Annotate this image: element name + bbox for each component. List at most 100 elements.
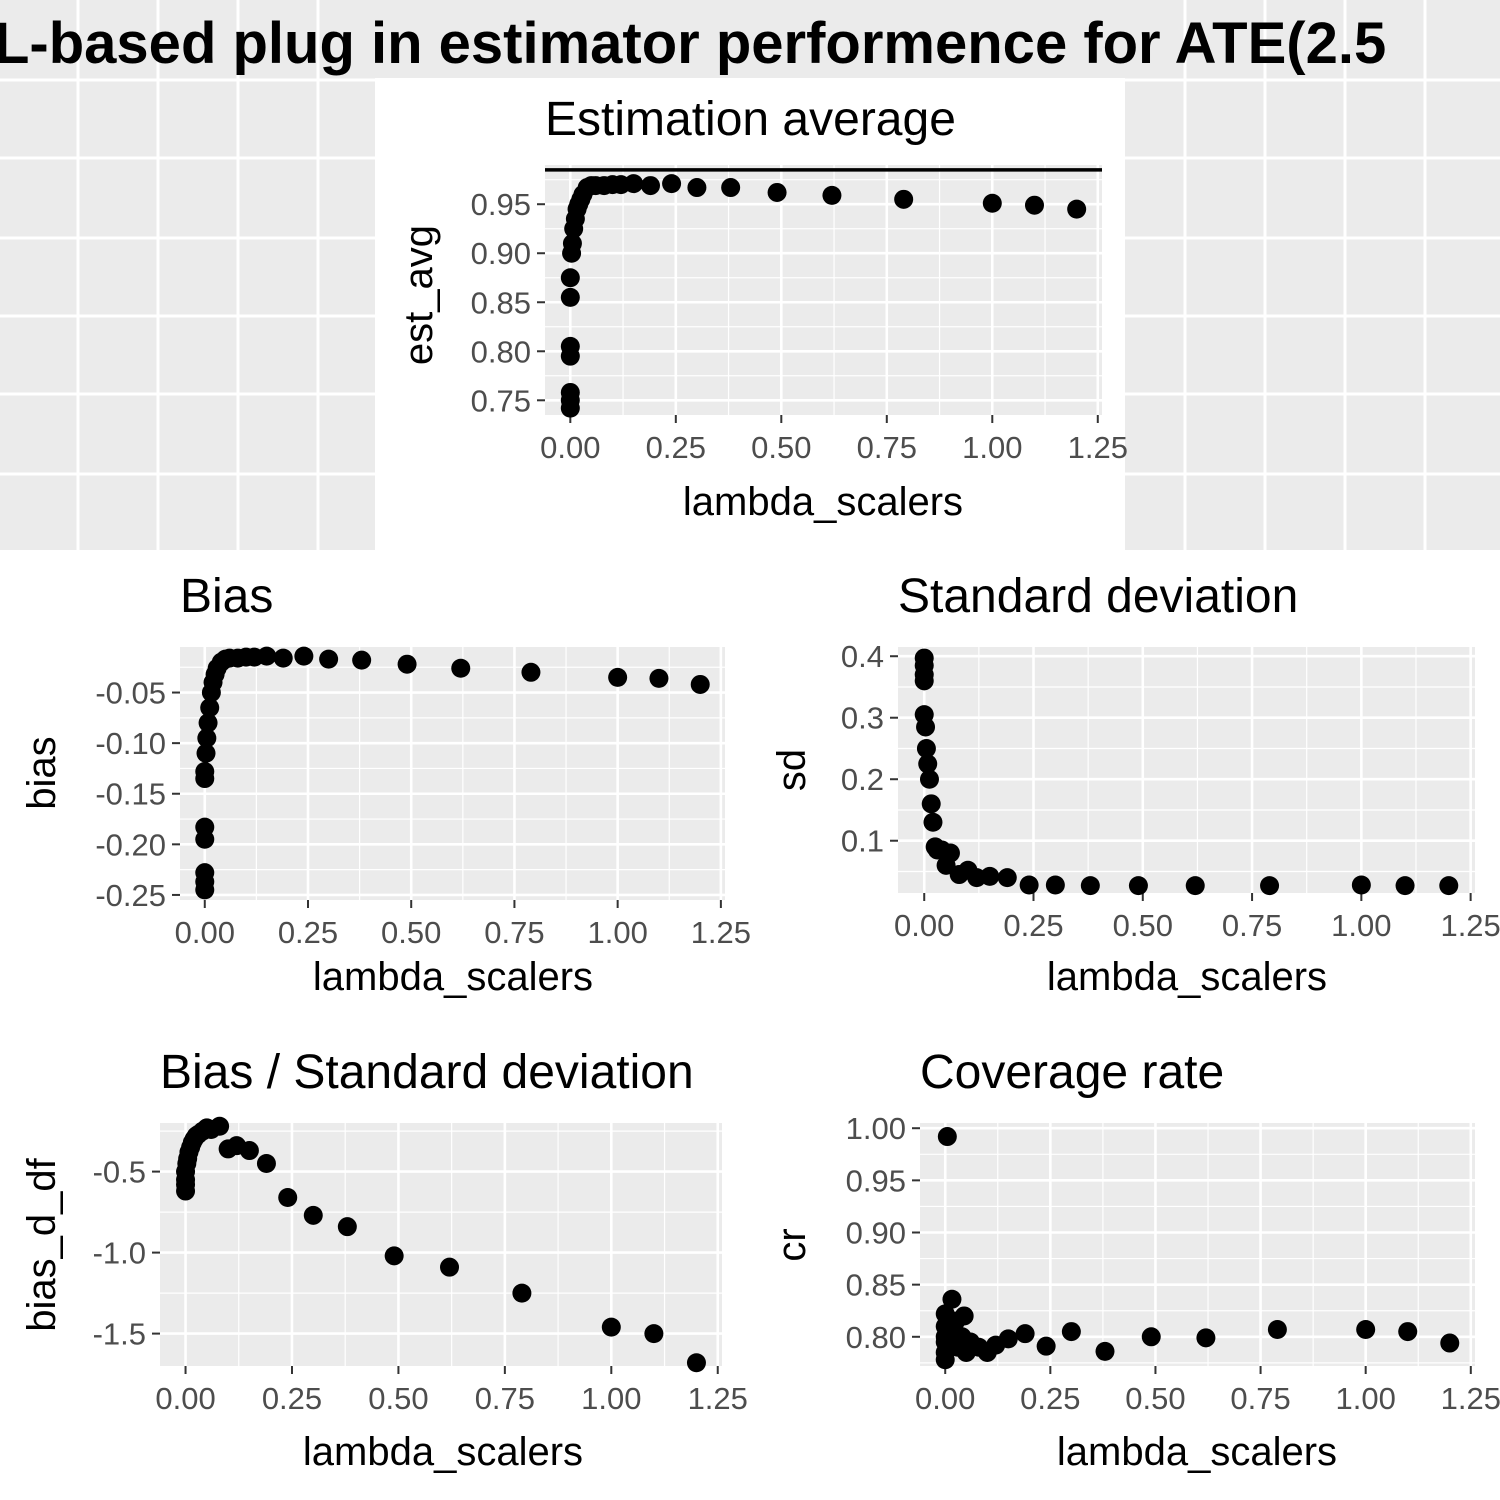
data-point bbox=[560, 382, 580, 402]
data-point bbox=[1356, 1319, 1376, 1339]
data-point bbox=[560, 287, 580, 307]
data-point bbox=[1395, 876, 1415, 896]
data-point bbox=[624, 174, 644, 194]
panel-background bbox=[180, 647, 725, 900]
y-tick-label: 0.1 bbox=[841, 824, 884, 859]
x-tick-label: 0.75 bbox=[484, 915, 544, 950]
data-point bbox=[195, 817, 215, 837]
data-point bbox=[1015, 1324, 1035, 1344]
data-point bbox=[1067, 199, 1087, 219]
x-tick-label: 0.25 bbox=[262, 1381, 322, 1416]
panel-title: Estimation average bbox=[545, 93, 956, 146]
x-tick-label: 0.25 bbox=[1020, 1381, 1080, 1416]
data-point bbox=[1045, 875, 1065, 895]
panel-clip-group: 0.00 0.25 0.50 0.75 1.00 1.25 -0.05 -0.10 -0.15 -… bbox=[20, 570, 750, 999]
panel-title: Bias bbox=[180, 570, 273, 623]
figure-title: L-based plug in estimator performence fo… bbox=[0, 0, 1500, 80]
data-point bbox=[210, 1116, 230, 1136]
data-point bbox=[686, 1353, 706, 1373]
x-tick-label: 1.00 bbox=[1331, 908, 1391, 943]
data-point bbox=[560, 336, 580, 356]
data-point bbox=[942, 1289, 962, 1309]
panel-title: Coverage rate bbox=[920, 1046, 1224, 1099]
data-point bbox=[1196, 1328, 1216, 1348]
data-point bbox=[687, 178, 707, 198]
y-tick-label: 0.85 bbox=[846, 1268, 906, 1303]
data-point bbox=[294, 646, 314, 666]
data-point bbox=[1095, 1341, 1115, 1361]
data-point bbox=[997, 868, 1017, 888]
data-point bbox=[440, 1257, 460, 1277]
x-tick-label: 0.00 bbox=[175, 915, 235, 950]
x-tick-label: 0.00 bbox=[894, 908, 954, 943]
x-tick-label: 1.25 bbox=[1441, 1381, 1500, 1416]
y-tick-label: 0.75 bbox=[471, 383, 531, 418]
y-axis-label: bias bbox=[20, 736, 64, 809]
data-point bbox=[1024, 195, 1044, 215]
panel-background bbox=[160, 1123, 722, 1366]
y-tick-label: 0.95 bbox=[846, 1163, 906, 1198]
x-tick-label: 0.50 bbox=[368, 1381, 428, 1416]
y-tick-label: 0.2 bbox=[841, 762, 884, 797]
x-tick-label: 0.75 bbox=[475, 1381, 535, 1416]
y-tick-label: -1.0 bbox=[93, 1236, 146, 1271]
data-point bbox=[919, 769, 939, 789]
data-point bbox=[980, 866, 1000, 886]
x-tick-label: 0.75 bbox=[857, 430, 917, 465]
x-tick-label: 1.25 bbox=[688, 1381, 748, 1416]
panel-clip-group: 0.00 0.25 0.50 0.75 1.00 1.25 1.00 0.95 0.90 0.85… bbox=[770, 1046, 1500, 1474]
top-background bbox=[0, 0, 1500, 550]
panel-standard-deviation: 0.00 0.25 0.50 0.75 1.00 1.25 0.4 0.3 0.2 0.1 Stan… bbox=[770, 570, 1500, 999]
data-point bbox=[273, 648, 293, 668]
x-axis-label: lambda_scalers bbox=[303, 1430, 583, 1474]
data-point bbox=[521, 662, 541, 682]
y-tick-label: 1.00 bbox=[846, 1111, 906, 1146]
y-tick-label: 0.90 bbox=[846, 1216, 906, 1251]
panel-background bbox=[898, 647, 1475, 893]
panel-bias: 0.00 0.25 0.50 0.75 1.00 1.25 -0.05 -0.10 -0.15 -… bbox=[20, 570, 750, 999]
x-tick-label: 1.25 bbox=[1068, 430, 1128, 465]
x-tick-label: 1.25 bbox=[1440, 908, 1500, 943]
data-point bbox=[397, 654, 417, 674]
x-axis-label: lambda_scalers bbox=[313, 955, 593, 999]
y-tick-label: -0.05 bbox=[95, 676, 166, 711]
x-axis-label: lambda_scalers bbox=[1047, 955, 1327, 999]
data-point bbox=[894, 189, 914, 209]
data-point bbox=[195, 761, 215, 781]
data-point bbox=[196, 743, 216, 763]
y-tick-label: -0.10 bbox=[95, 726, 166, 761]
x-tick-label: 0.50 bbox=[381, 915, 441, 950]
x-tick-label: 1.00 bbox=[587, 915, 647, 950]
panel-coverage-rate: 0.00 0.25 0.50 0.75 1.00 1.25 1.00 0.95 0.90 0.85… bbox=[770, 1046, 1500, 1474]
data-point bbox=[278, 1188, 298, 1208]
data-point bbox=[1080, 876, 1100, 896]
y-tick-label: 0.85 bbox=[471, 285, 531, 320]
x-tick-label: 0.50 bbox=[751, 430, 811, 465]
data-point bbox=[562, 233, 582, 253]
panel-title: Bias / Standard deviation bbox=[160, 1046, 694, 1099]
data-point bbox=[916, 738, 936, 758]
data-point bbox=[303, 1205, 323, 1225]
data-point bbox=[1267, 1319, 1287, 1339]
data-point bbox=[982, 193, 1002, 213]
figure-title-text: L-based plug in estimator performence fo… bbox=[0, 11, 1387, 76]
data-point bbox=[1398, 1322, 1418, 1342]
x-tick-label: 0.75 bbox=[1230, 1381, 1290, 1416]
data-point bbox=[1141, 1327, 1161, 1347]
x-tick-label: 0.00 bbox=[155, 1381, 215, 1416]
data-point bbox=[767, 182, 787, 202]
y-axis-label: cr bbox=[770, 1228, 814, 1261]
data-point bbox=[1440, 1333, 1460, 1353]
y-tick-label: -1.5 bbox=[93, 1317, 146, 1352]
x-tick-label: 0.25 bbox=[278, 915, 338, 950]
y-tick-label: -0.5 bbox=[93, 1155, 146, 1190]
data-point bbox=[937, 1127, 957, 1147]
data-point bbox=[1439, 876, 1459, 896]
x-axis-label: lambda_scalers bbox=[1057, 1430, 1337, 1474]
x-tick-label: 0.50 bbox=[1113, 908, 1173, 943]
y-axis-label: bias_d_df bbox=[20, 1157, 64, 1331]
data-point bbox=[257, 646, 277, 666]
x-tick-label: 0.25 bbox=[646, 430, 706, 465]
data-point bbox=[918, 754, 938, 774]
